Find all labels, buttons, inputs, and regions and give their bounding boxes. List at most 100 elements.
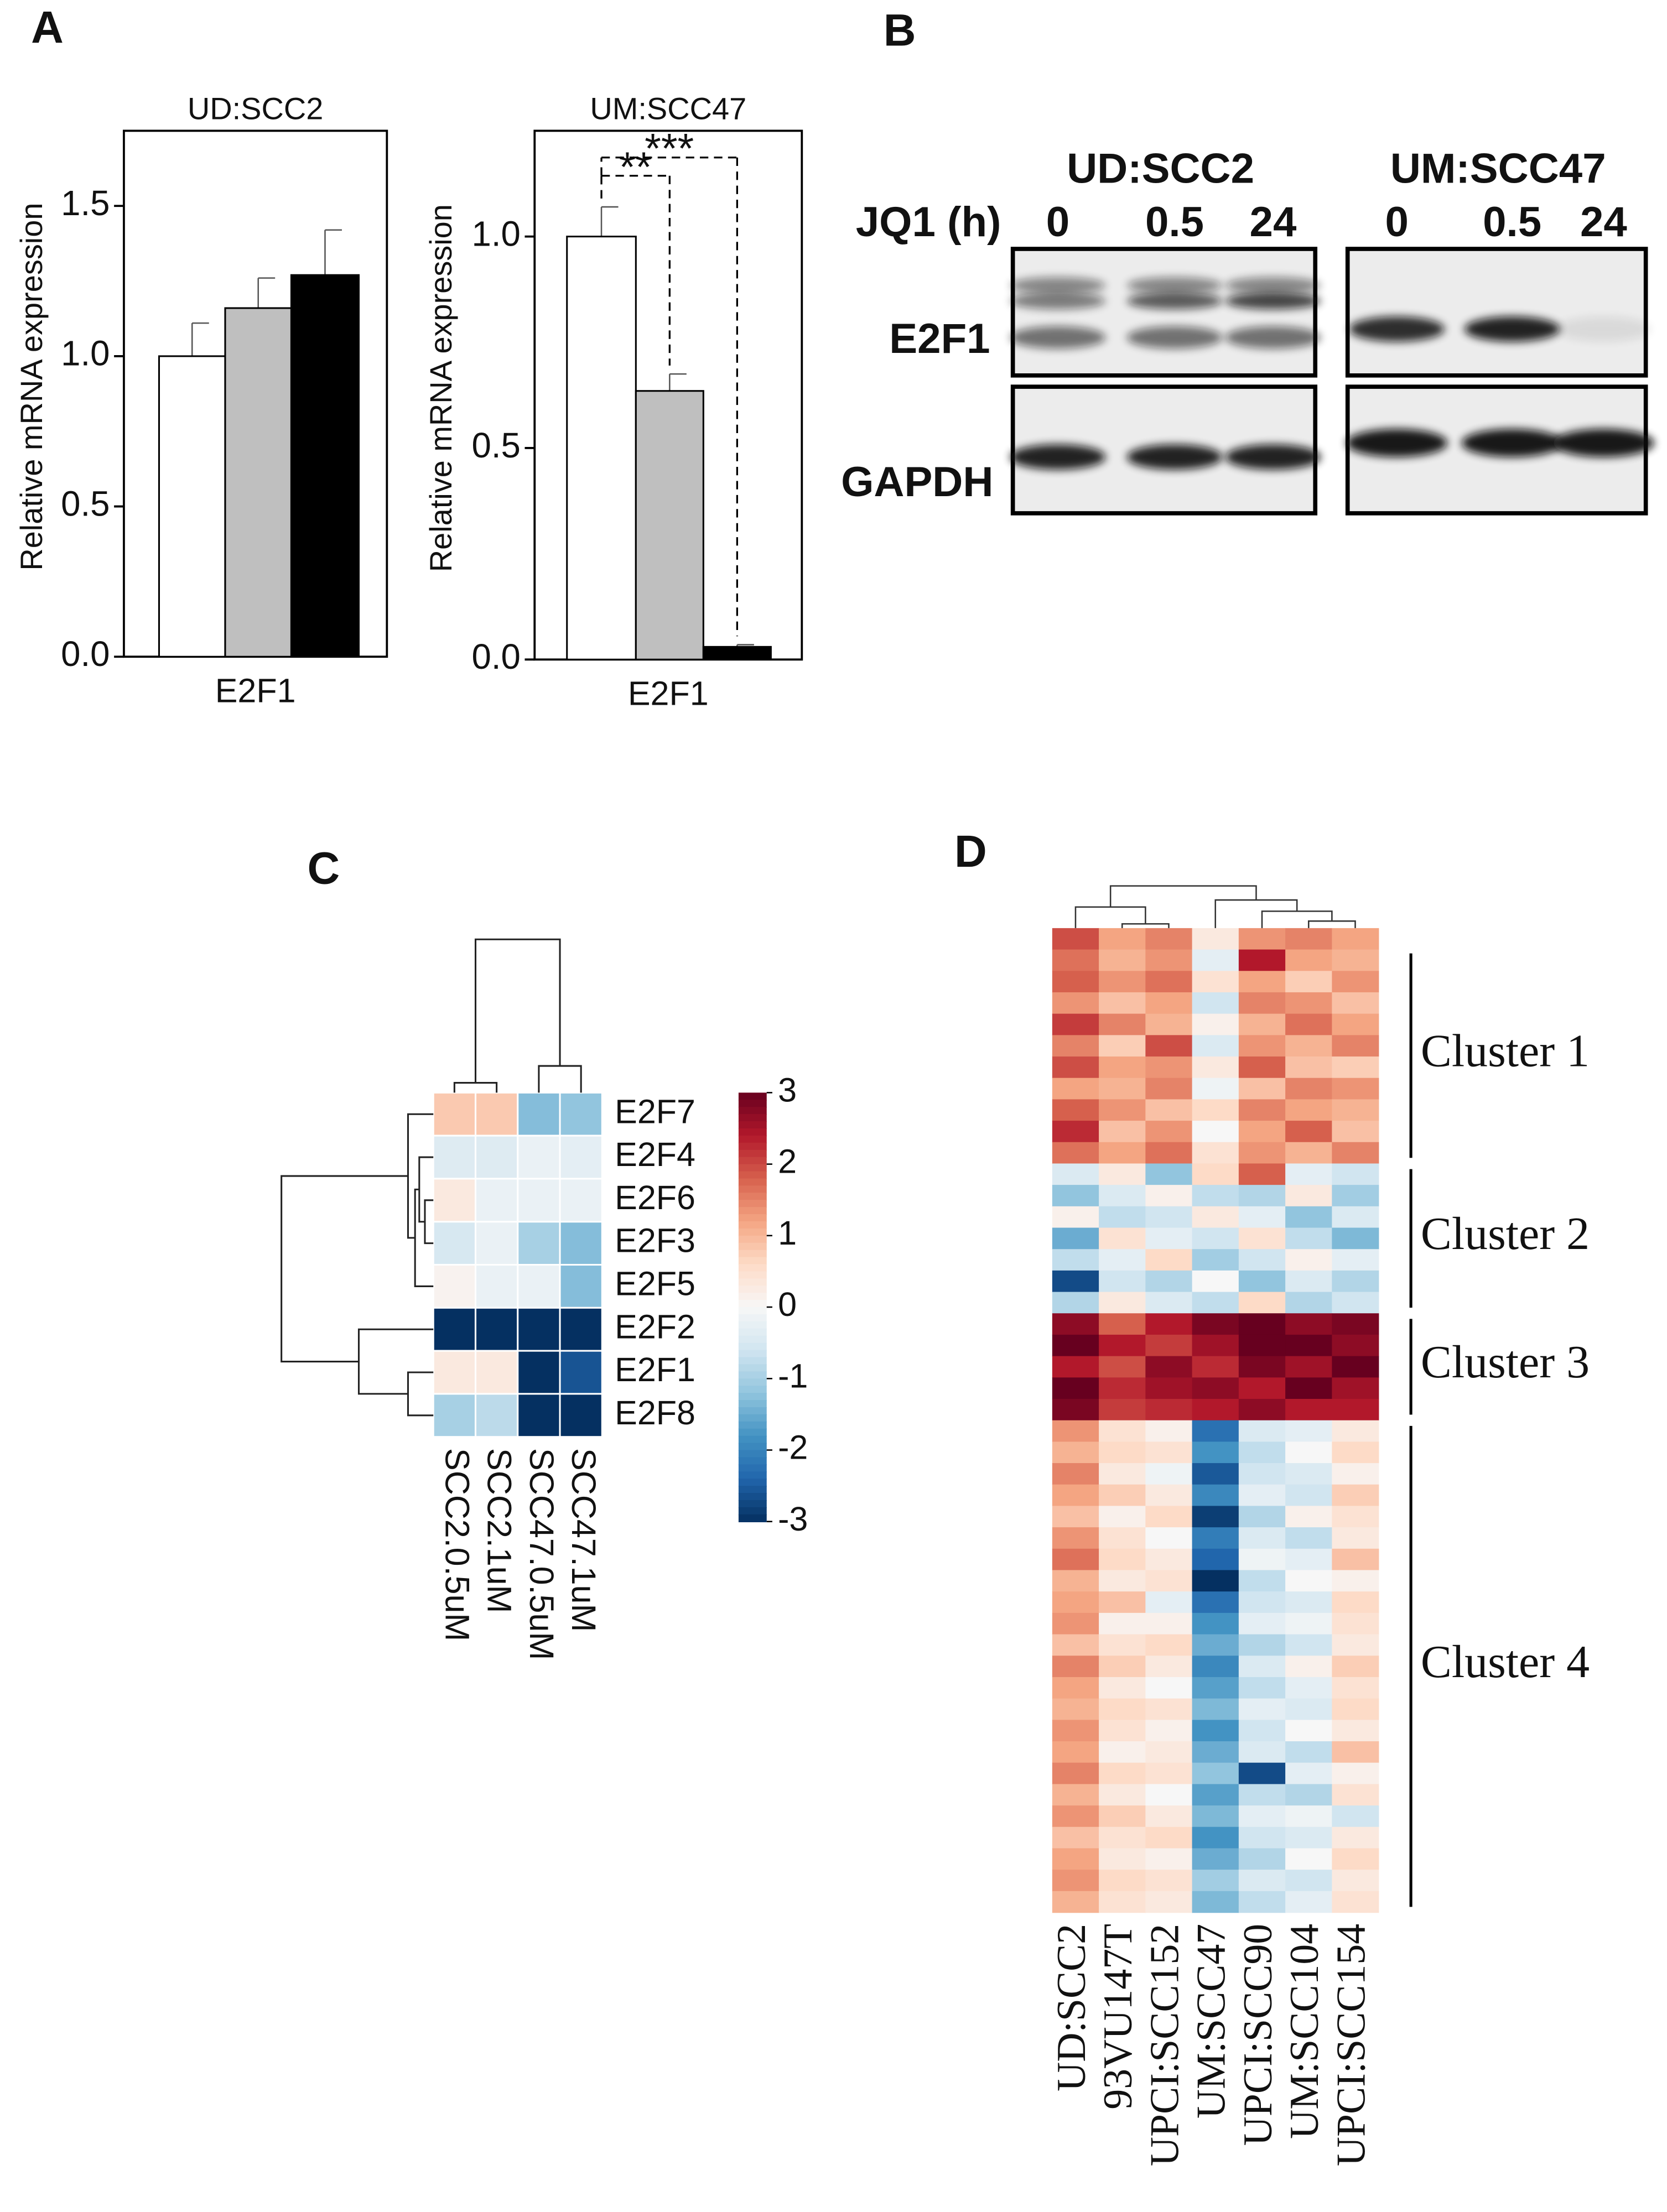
blot-band [1225, 326, 1321, 349]
heatmap-cell [1192, 1056, 1239, 1079]
colorbar-segment [738, 1335, 767, 1344]
heatmap-cell [1285, 1463, 1333, 1485]
blot-band [1461, 429, 1563, 457]
y-tick-label: 0.0 [61, 634, 110, 674]
heatmap-cell [1052, 1741, 1099, 1763]
heatmap-cell [1332, 1870, 1379, 1892]
heatmap-cell [432, 1178, 477, 1223]
heatmap-cell [1192, 1035, 1239, 1057]
heatmap-cell [1145, 1720, 1193, 1742]
heatmap-cell [1238, 1762, 1286, 1785]
heatmap-cell [1285, 1548, 1333, 1571]
heatmap-cell [1332, 928, 1379, 950]
heatmap-cell [1099, 1720, 1146, 1742]
bar [290, 274, 360, 658]
heatmap-cell [1192, 1848, 1239, 1870]
heatmap-cell [1238, 1121, 1286, 1143]
colorbar-segment [738, 1393, 767, 1401]
heatmap-cell [432, 1263, 477, 1309]
blot-band [1225, 292, 1321, 310]
row-label: E2F8 [615, 1394, 695, 1432]
x-axis-label: E2F1 [215, 672, 296, 709]
heatmap-cell [1145, 1591, 1193, 1614]
heatmap-cell [1285, 1035, 1333, 1057]
heatmap-cell [1145, 1013, 1193, 1036]
heatmap-cell [1285, 1185, 1333, 1207]
bar [158, 355, 226, 658]
heatmap-cell [1192, 1720, 1239, 1742]
heatmap-cell [1192, 1078, 1239, 1100]
heatmap-cell [1145, 1035, 1193, 1057]
colorbar-tick-label: -2 [778, 1429, 808, 1466]
heatmap-cell [1332, 1784, 1379, 1806]
heatmap-cell [1332, 1891, 1379, 1913]
colorbar-segment [738, 1121, 767, 1130]
heatmap-cell [1238, 1870, 1286, 1892]
heatmap-cell [1052, 1292, 1099, 1314]
heatmap-cell [1192, 1612, 1239, 1635]
heatmap-cell [1145, 1142, 1193, 1164]
heatmap-cell [1145, 1463, 1193, 1485]
heatmap-cell [1285, 1377, 1333, 1399]
heatmap-cell [1238, 1292, 1286, 1314]
colorbar-segment [738, 1135, 767, 1144]
heatmap-cell [1192, 1506, 1239, 1528]
heatmap-cell [1238, 1527, 1286, 1549]
blot-group-label: UM:SCC47 [1390, 145, 1606, 192]
heatmap-cell [1145, 1420, 1193, 1443]
protein-label: GAPDH [841, 459, 993, 506]
heatmap-cell [1052, 1334, 1099, 1357]
heatmap-cell [1238, 1698, 1286, 1721]
colorbar-segment [738, 1207, 767, 1215]
column-label: UPCI:SCC152 [1141, 1924, 1187, 2166]
colorbar-segment [738, 1250, 767, 1258]
lane-label: 0.5 [1483, 199, 1541, 246]
heatmap-cell [1145, 1548, 1193, 1571]
colorbar-segment [738, 1457, 767, 1465]
column-label: UM:SCC47 [1188, 1924, 1234, 2119]
dendrogram [281, 1175, 408, 1363]
heatmap-cell [1145, 1270, 1193, 1293]
heatmap-cell [1099, 1441, 1146, 1464]
heatmap-cell [1052, 1784, 1099, 1806]
heatmap-cell [1052, 1399, 1099, 1421]
heatmap-cell [1192, 1441, 1239, 1464]
heatmap-cell [1145, 1698, 1193, 1721]
heatmap-cell [1285, 1570, 1333, 1592]
heatmap-cell [1285, 1484, 1333, 1507]
heatmap-cell [1332, 1185, 1379, 1207]
y-tick-label: 0.0 [471, 637, 520, 676]
heatmap-cell [1192, 1805, 1239, 1828]
heatmap-cell [1099, 1741, 1146, 1763]
heatmap-cell [1238, 992, 1286, 1014]
heatmap-cell [1332, 971, 1379, 993]
heatmap-cell [1052, 1270, 1099, 1293]
row-label: E2F4 [615, 1136, 695, 1173]
heatmap-cell [1332, 1420, 1379, 1443]
heatmap-cell [1145, 1399, 1193, 1421]
heatmap-cell [1099, 1612, 1146, 1635]
heatmap-cell [1099, 1826, 1146, 1849]
heatmap-cell [1285, 1420, 1333, 1443]
colorbar-segment [738, 1257, 767, 1265]
heatmap-cell [1192, 971, 1239, 993]
heatmap-cell [474, 1178, 519, 1223]
heatmap-cell [1285, 1848, 1333, 1870]
heatmap-cell [1332, 1826, 1379, 1849]
column-label: UPCI:SCC154 [1328, 1924, 1373, 2166]
colorbar-segment [738, 1221, 767, 1230]
heatmap-cell [1145, 1634, 1193, 1657]
heatmap-cell [1099, 1548, 1146, 1571]
colorbar-segment [738, 1149, 767, 1158]
heatmap-cell [1332, 1848, 1379, 1870]
heatmap-cell [1192, 1420, 1239, 1443]
column-label: SCC2.0.5uM [438, 1448, 476, 1641]
heatmap-cell [517, 1091, 561, 1137]
heatmap-cell [1052, 1206, 1099, 1229]
heatmap-cell [1099, 1784, 1146, 1806]
heatmap-cell [1145, 1441, 1193, 1464]
heatmap-cell [1192, 1762, 1239, 1785]
colorbar-tick-label: 0 [778, 1285, 797, 1323]
heatmap-cell [1332, 992, 1379, 1014]
